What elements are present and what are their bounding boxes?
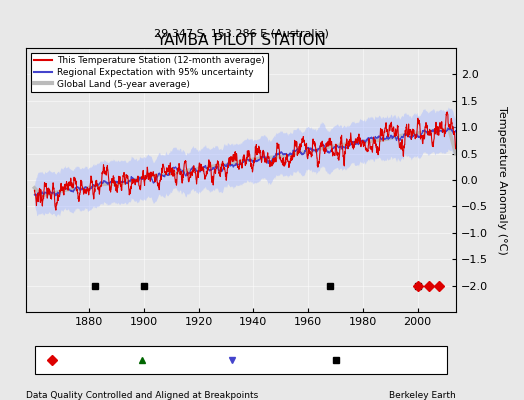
Text: Record Gap: Record Gap <box>151 355 201 364</box>
Text: 29.347 S, 153.286 E (Australia): 29.347 S, 153.286 E (Australia) <box>154 29 329 39</box>
Legend: This Temperature Station (12-month average), Regional Expectation with 95% uncer: This Temperature Station (12-month avera… <box>31 52 268 92</box>
Text: Data Quality Controlled and Aligned at Breakpoints: Data Quality Controlled and Aligned at B… <box>26 391 258 400</box>
FancyBboxPatch shape <box>35 346 447 374</box>
Text: Berkeley Earth: Berkeley Earth <box>389 391 456 400</box>
Text: Empirical Break: Empirical Break <box>345 355 411 364</box>
Text: Station Move: Station Move <box>61 355 116 364</box>
Title: YAMBA PILOT STATION: YAMBA PILOT STATION <box>156 33 326 48</box>
Text: Time of Obs. Change: Time of Obs. Change <box>242 355 330 364</box>
Y-axis label: Temperature Anomaly (°C): Temperature Anomaly (°C) <box>497 106 507 254</box>
